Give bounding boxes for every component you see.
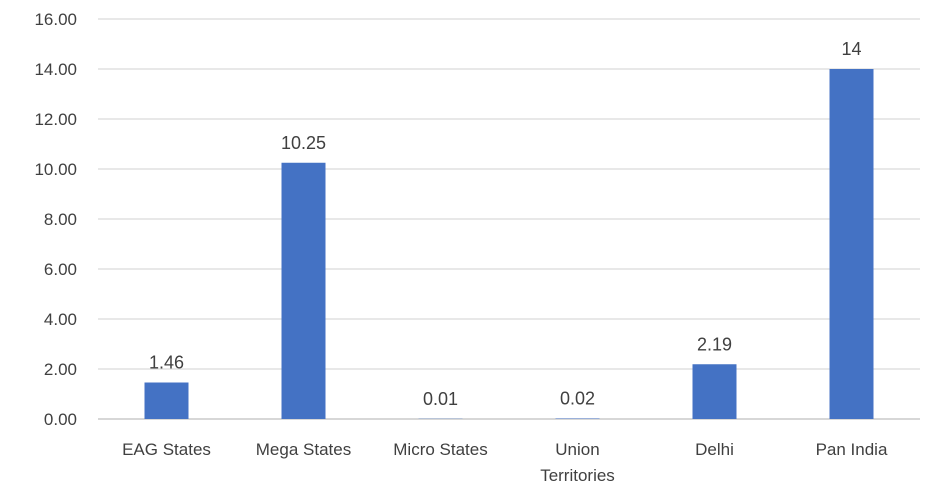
x-category-label-line: Pan India: [816, 440, 888, 459]
y-tick-label: 2.00: [44, 360, 77, 379]
y-tick-label: 12.00: [34, 110, 77, 129]
x-category-label: EAG States: [122, 440, 211, 459]
gridlines: [98, 18, 920, 420]
y-tick-label: 0.00: [44, 410, 77, 429]
x-category-label-line: EAG States: [122, 440, 211, 459]
y-tick-label: 16.00: [34, 10, 77, 29]
data-label: 14: [841, 39, 861, 59]
bar: [281, 162, 326, 419]
data-labels: 1.46 10.25 0.01 0.02 2.19 14: [149, 39, 862, 409]
x-category-label-line: Micro States: [393, 440, 487, 459]
x-category-label-line: Territories: [540, 466, 615, 485]
x-axis-category-labels: EAG States Mega States Micro States Union Te…: [122, 440, 888, 485]
x-category-label: Micro States: [393, 440, 487, 459]
data-label: 1.46: [149, 353, 184, 373]
x-category-label: Delhi: [695, 440, 734, 459]
x-category-label: Mega States: [256, 440, 351, 459]
bar: [144, 382, 189, 419]
data-label: 0.01: [423, 389, 458, 409]
data-label: 10.25: [281, 133, 326, 153]
y-tick-label: 10.00: [34, 160, 77, 179]
y-tick-label: 8.00: [44, 210, 77, 229]
x-category-label: Pan India: [816, 440, 888, 459]
x-category-label-line: Union: [555, 440, 599, 459]
x-category-label-line: Mega States: [256, 440, 351, 459]
data-label: 2.19: [697, 334, 732, 354]
bars: [144, 69, 874, 419]
bar: [555, 418, 600, 419]
x-category-label-line: Delhi: [695, 440, 734, 459]
bar: [692, 364, 737, 419]
y-axis-tick-labels: 0.00 2.00 4.00 6.00 8.00 10.00 12.00 14.00 16.00: [34, 10, 77, 429]
data-label: 0.02: [560, 389, 595, 409]
y-tick-label: 4.00: [44, 310, 77, 329]
y-tick-label: 14.00: [34, 60, 77, 79]
x-category-label: Union Territories: [540, 440, 615, 485]
y-tick-label: 6.00: [44, 260, 77, 279]
bar: [829, 69, 874, 419]
